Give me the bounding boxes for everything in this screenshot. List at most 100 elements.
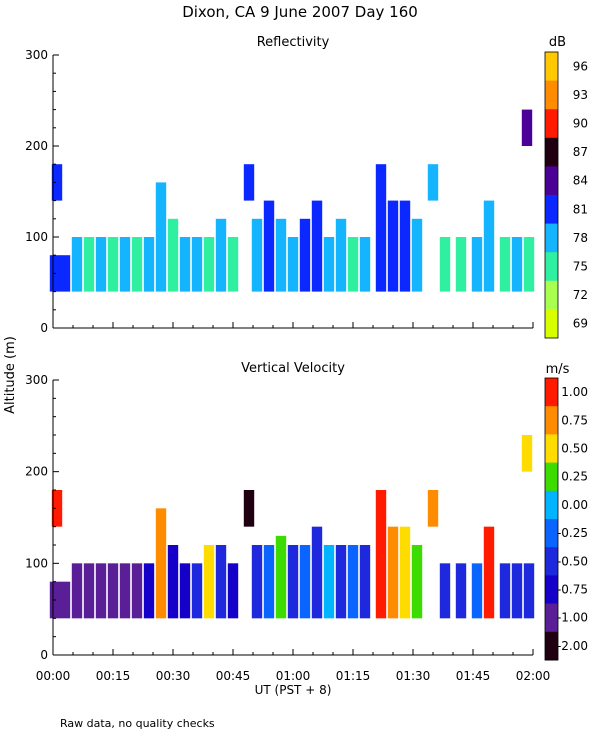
data-column [71, 237, 83, 292]
colorbar-segment [545, 519, 558, 548]
panel-vertical-velocity: Vertical Velocity 0 100 200 300 00:00 00:15 00:… [25, 361, 588, 683]
data-column [375, 490, 387, 619]
data-column [439, 563, 451, 619]
data-column [95, 563, 107, 619]
data-column [427, 164, 439, 201]
x-tick-label: 00:45 [216, 669, 251, 683]
data-column [511, 563, 523, 619]
data-column [523, 563, 535, 619]
y-tick-label: 0 [40, 648, 48, 662]
data-column [83, 563, 95, 619]
colorbar-segment [545, 252, 558, 282]
x-tick-label: 00:00 [36, 669, 71, 683]
data-column [359, 237, 371, 292]
data-column [131, 563, 143, 619]
data-column [299, 218, 311, 292]
data-column [167, 545, 179, 619]
x-axis-label: UT (PST + 8) [255, 683, 332, 697]
data-column [71, 563, 83, 619]
y-tick-label: 300 [25, 373, 48, 387]
data-column [119, 237, 131, 292]
colorbar-frame [544, 51, 559, 339]
colorbar-label: 90 [573, 117, 588, 131]
x-tick-label: 00:30 [156, 669, 191, 683]
colorbar-segment [545, 109, 558, 139]
data-column [227, 563, 239, 619]
data-column [347, 237, 359, 292]
data-column [323, 545, 335, 619]
x-tick-label: 01:15 [336, 669, 371, 683]
data-column [59, 581, 71, 619]
colorbar-frame [544, 377, 559, 661]
data-column [347, 545, 359, 619]
y-axis-label: Altitude (m) [3, 336, 18, 414]
x-tick-label: 01:00 [276, 669, 311, 683]
colorbar-segment [545, 166, 558, 196]
data-column [167, 218, 179, 292]
data-column [521, 435, 533, 472]
colorbar-label: 87 [573, 145, 588, 159]
data-column [287, 237, 299, 292]
x-tick-label: 01:45 [456, 669, 491, 683]
data-column [359, 545, 371, 619]
data-column [59, 255, 71, 292]
colorbar-label: 93 [573, 88, 588, 102]
data-column [411, 545, 423, 619]
data-column [51, 164, 63, 201]
colorbar-label: 1.00 [561, 385, 588, 399]
data-column [263, 200, 275, 292]
colorbar-label: 69 [573, 317, 588, 331]
colorbar-label: 75 [573, 260, 588, 274]
data-column [107, 563, 119, 619]
data-column [471, 563, 483, 619]
colorbar-segment [545, 280, 558, 310]
panel-reflectivity: Reflectivity 0 100 200 300 96 93 90 87 84 81 78 75 72… [25, 35, 588, 339]
colorbar-label: 81 [573, 202, 588, 216]
data-column [251, 545, 263, 619]
colorbar-segment [545, 547, 558, 576]
colorbar-segment [545, 631, 558, 661]
data-column [243, 490, 255, 527]
colorbar-segment [545, 309, 558, 339]
colorbar-segment [545, 195, 558, 225]
data-column [275, 218, 287, 292]
colorbar-label: 72 [573, 288, 588, 302]
data-column [119, 563, 131, 619]
colorbar-segment [545, 490, 558, 520]
colorbar-segment [545, 575, 558, 605]
data-column [83, 237, 95, 292]
colorbar-label: 0.25 [561, 470, 588, 484]
data-column [299, 545, 311, 619]
data-column [243, 164, 255, 201]
data-column [203, 237, 215, 292]
colorbar-label: -1.00 [557, 611, 588, 625]
data-column [227, 237, 239, 292]
colorbar-label: -0.75 [557, 583, 588, 597]
colorbar-unit: dB [549, 35, 566, 50]
data-column [95, 237, 107, 292]
y-tick-label: 100 [25, 230, 48, 244]
data-column [411, 218, 423, 292]
data-column [131, 237, 143, 292]
data-column [521, 109, 533, 146]
x-tick-label: 02:00 [516, 669, 551, 683]
data-column [51, 490, 63, 527]
colorbar-label: -0.50 [557, 554, 588, 568]
colorbar-segment [545, 80, 558, 110]
data-column [191, 563, 203, 619]
data-column [311, 526, 323, 619]
colorbar-label: -0.25 [557, 526, 588, 540]
data-column [215, 218, 227, 292]
data-column [143, 237, 155, 292]
data-column [483, 200, 495, 292]
data-column [399, 200, 411, 292]
data-column [263, 545, 275, 619]
colorbar-label: 78 [573, 231, 588, 245]
data-column [287, 545, 299, 619]
x-tick-label: 00:15 [96, 669, 131, 683]
colorbar-label: 84 [573, 174, 588, 188]
data-column [499, 237, 511, 292]
footnote: Raw data, no quality checks [60, 717, 215, 730]
data-column [215, 545, 227, 619]
y-tick-label: 200 [25, 465, 48, 479]
